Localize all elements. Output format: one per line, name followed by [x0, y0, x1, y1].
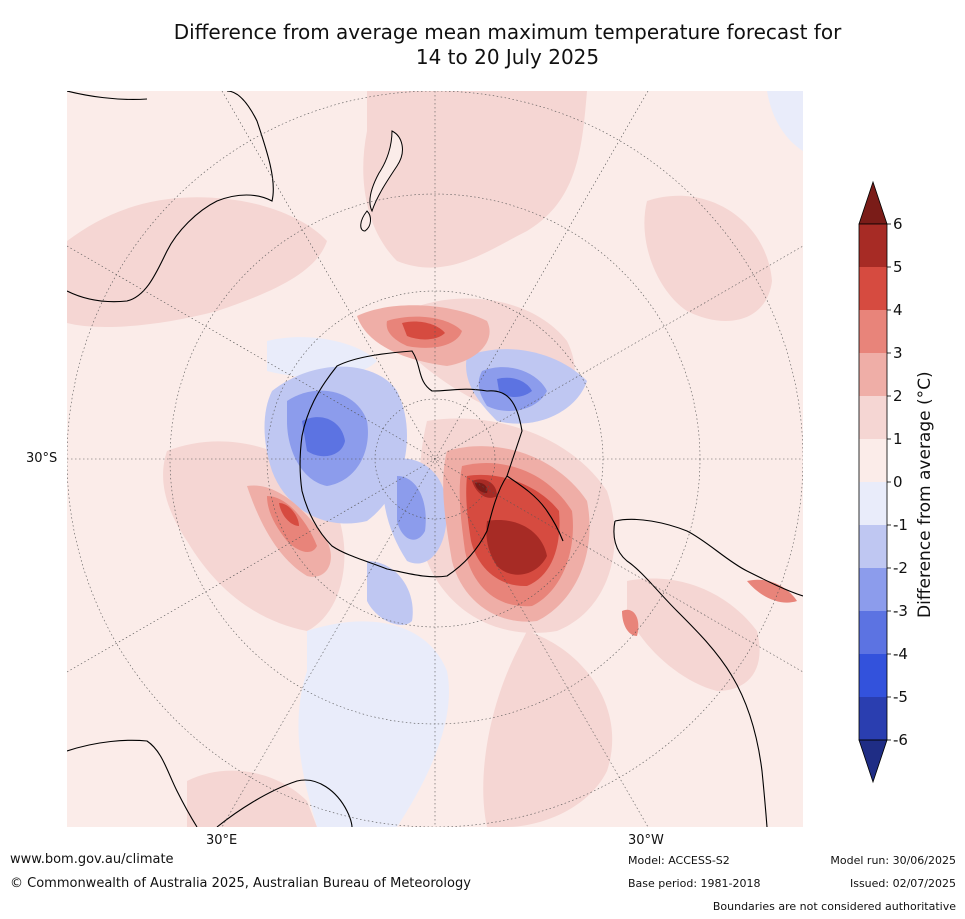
colorbar-tick-label: -4 [893, 645, 908, 663]
footer-issued: Issued: 02/07/2025 [849, 877, 956, 890]
colorbar-over-triangle [858, 180, 888, 225]
colorbar-tick-label: -2 [893, 559, 908, 577]
footer-url: www.bom.gov.au/climate [10, 852, 174, 867]
anomaly-warm-regions [247, 305, 797, 636]
colorbar-tick-label: 5 [893, 258, 903, 276]
colorbar-title: Difference from average (°C) [915, 371, 935, 618]
footer-base-period: Base period: 1981-2018 [628, 877, 761, 890]
antarctic-peninsula [506, 475, 564, 542]
anomaly-map [67, 91, 803, 827]
africa-coastline [67, 739, 353, 827]
map-title: Difference from average mean maximum tem… [60, 20, 955, 70]
new-zealand-coastline [369, 130, 403, 213]
colorbar-tick-label: 3 [893, 344, 903, 362]
colorbar-segment [859, 310, 887, 353]
anomaly-cold-regions [264, 349, 587, 625]
lon-label-30w: 30°W [628, 833, 664, 848]
colorbar-segment [859, 267, 887, 310]
lat-label-30s: 30°S [26, 451, 58, 466]
colorbar-tick-label: -5 [893, 688, 908, 706]
south-america-coastline [613, 518, 803, 827]
colorbar-tick-label: 4 [893, 301, 903, 319]
colorbar-tick-label: -3 [893, 602, 908, 620]
colorbar: 6 5 4 3 2 1 0 -1 -2 -3 -4 -5 -6 [858, 180, 908, 784]
colorbar-segment [859, 611, 887, 654]
colorbar-segment [859, 439, 887, 482]
colorbar-tick-label: -1 [893, 516, 908, 534]
lon-label-30e: 30°E [206, 833, 238, 848]
footer-model: Model: ACCESS-S2 [628, 854, 730, 867]
graticule [67, 91, 803, 827]
colorbar-segment [859, 224, 887, 267]
colorbar-segment [859, 525, 887, 568]
australia-coastline [67, 91, 274, 303]
footer-copyright: © Commonwealth of Australia 2025, Austra… [10, 876, 471, 891]
colorbar-tick-label: 2 [893, 387, 903, 405]
footer-model-run: Model run: 30/06/2025 [830, 854, 956, 867]
colorbar-segment [859, 482, 887, 525]
colorbar-tick-label: -6 [893, 731, 908, 749]
colorbar-segment [859, 654, 887, 697]
colorbar-segment [859, 568, 887, 611]
colorbar-tick-label: 6 [893, 215, 903, 233]
colorbar-segment [859, 396, 887, 439]
colorbar-tick-label: 0 [893, 473, 903, 491]
footer-boundaries: Boundaries are not considered authoritat… [712, 900, 956, 913]
colorbar-segment [859, 697, 887, 740]
colorbar-segment [859, 353, 887, 396]
anomaly-minus-1-0-regions [267, 91, 803, 827]
colorbar-under-triangle [858, 739, 888, 784]
title-line-1: Difference from average mean maximum tem… [173, 20, 842, 44]
title-line-2: 14 to 20 July 2025 [415, 45, 600, 69]
colorbar-tick-label: 1 [893, 430, 903, 448]
antarctica-coastline [299, 350, 523, 578]
